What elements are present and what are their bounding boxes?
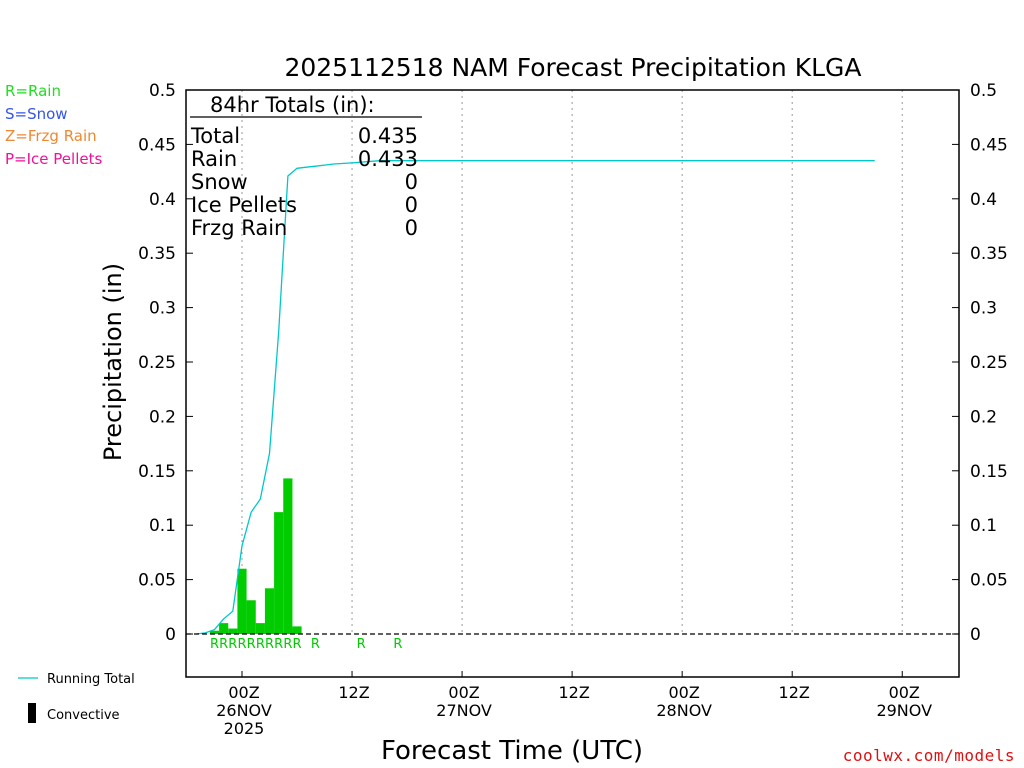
x-tick-label: 00Z xyxy=(889,683,920,702)
ptype-marker: R xyxy=(219,637,228,652)
ptype-marker: R xyxy=(393,637,402,652)
y-tick-label-right: 0.3 xyxy=(970,299,997,319)
ptype-marker: R xyxy=(247,637,256,652)
y-tick-label-left: 0.5 xyxy=(149,81,176,101)
ptype-legend-ice-pellets: P=Ice Pellets xyxy=(5,150,102,168)
ptype-marker: R xyxy=(256,637,265,652)
y-tick-label-right: 0.05 xyxy=(970,571,1008,591)
running-total-line xyxy=(196,160,875,635)
x-tick-label: 26NOV xyxy=(216,701,272,720)
y-tick-label-left: 0.15 xyxy=(138,462,176,482)
ptype-legend: R=Rain S=Snow Z=Frzg Rain P=Ice Pellets xyxy=(5,82,102,168)
chart-title: 2025112518 NAM Forecast Precipitation KL… xyxy=(284,53,861,82)
precip-bar xyxy=(292,626,302,634)
convective-legend-label: Convective xyxy=(47,708,120,723)
y-tick-label-right: 0.25 xyxy=(970,353,1008,373)
ptype-marker: R xyxy=(357,637,366,652)
precip-bar xyxy=(237,568,247,634)
y-tick-label-left: 0.4 xyxy=(149,190,176,210)
precip-bar xyxy=(228,628,238,634)
y-tick-label-left: 0.25 xyxy=(138,353,176,373)
precip-bar xyxy=(264,588,275,634)
y-tick-label-right: 0.15 xyxy=(970,462,1008,482)
y-tick-label-left: 0.05 xyxy=(138,571,176,591)
totals-rain-label: Rain xyxy=(191,147,237,171)
y-tick-label-left: 0.2 xyxy=(149,407,176,427)
y-axis-label: Precipitation (in) xyxy=(99,263,127,461)
x-tick-label: 2025 xyxy=(224,719,265,738)
grid-lines xyxy=(241,90,903,634)
y-tick-label-right: 0.2 xyxy=(970,407,997,427)
totals-rain-value: 0.433 xyxy=(358,147,418,171)
x-tick-label: 28NOV xyxy=(656,701,712,720)
x-tick-label: 00Z xyxy=(668,683,699,702)
x-tick-label: 00Z xyxy=(228,683,259,702)
totals-total-label: Total xyxy=(190,124,240,148)
totals-ice-pellets-value: 0 xyxy=(405,193,418,217)
totals-total-value: 0.435 xyxy=(358,124,418,148)
totals-box: 84hr Totals (in): Total 0.435 Rain 0.433… xyxy=(190,93,422,240)
plot-frame xyxy=(185,89,960,678)
credit-text: coolwx.com/models xyxy=(843,746,1015,765)
ptype-legend-snow: S=Snow xyxy=(5,105,68,123)
ptype-marker: R xyxy=(265,637,274,652)
ptype-marker: R xyxy=(210,637,219,652)
y-tick-label-right: 0.45 xyxy=(970,135,1008,155)
running-total-series xyxy=(196,160,875,635)
series-legend: Running Total Convective xyxy=(18,672,135,723)
y-tick-label-right: 0.35 xyxy=(970,244,1008,264)
precip-bar xyxy=(219,623,229,634)
ptype-legend-frzg-rain: Z=Frzg Rain xyxy=(5,127,97,145)
ptype-marker: R xyxy=(283,637,292,652)
x-tick-label: 00Z xyxy=(448,683,479,702)
x-tick-label: 12Z xyxy=(558,683,589,702)
ptype-marker: R xyxy=(228,637,237,652)
precip-bar xyxy=(255,623,265,634)
totals-ice-pellets-label: Ice Pellets xyxy=(191,193,297,217)
y-tick-label-left: 0.1 xyxy=(149,516,176,536)
x-tick-label: 12Z xyxy=(338,683,369,702)
ptype-marker: R xyxy=(274,637,283,652)
y-tick-label-left: 0.45 xyxy=(138,135,176,155)
totals-header: 84hr Totals (in): xyxy=(210,93,375,117)
precip-bar xyxy=(209,630,220,634)
precip-bar xyxy=(274,512,284,634)
totals-snow-value: 0 xyxy=(405,170,418,194)
totals-frzg-rain-value: 0 xyxy=(405,216,418,240)
ptype-marker: R xyxy=(311,637,320,652)
y-tick-label-right: 0.5 xyxy=(970,81,997,101)
x-axis-label: Forecast Time (UTC) xyxy=(381,736,643,766)
y-tick-label-left: 0.35 xyxy=(138,244,176,264)
y-tick-label-left: 0.3 xyxy=(149,299,176,319)
precip-bars xyxy=(209,478,302,634)
ptype-marker: R xyxy=(292,637,301,652)
running-total-legend-label: Running Total xyxy=(47,672,135,687)
totals-frzg-rain-label: Frzg Rain xyxy=(191,216,287,240)
x-tick-label: 27NOV xyxy=(436,701,492,720)
y-tick-label-left: 0 xyxy=(165,625,176,645)
y-tick-label-right: 0 xyxy=(970,625,981,645)
precip-bar xyxy=(283,478,293,634)
x-tick-label: 12Z xyxy=(779,683,810,702)
x-tick-label: 29NOV xyxy=(876,701,932,720)
totals-snow-label: Snow xyxy=(191,170,248,194)
y-tick-label-right: 0.1 xyxy=(970,516,997,536)
convective-legend-swatch xyxy=(28,703,36,723)
ptype-marker: R xyxy=(237,637,246,652)
precip-bar xyxy=(246,600,256,634)
ptype-legend-rain: R=Rain xyxy=(5,82,61,100)
y-tick-label-right: 0.4 xyxy=(970,190,997,210)
